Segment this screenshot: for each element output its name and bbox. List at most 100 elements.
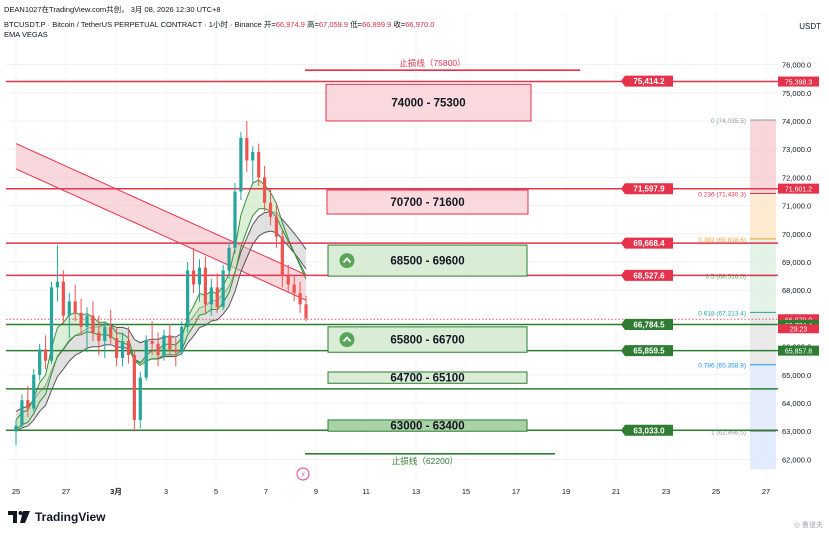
symbol-name: BTCUSDT.P · Bitcoin / TetherUS PERPETUAL… (4, 20, 262, 29)
zone-box (327, 419, 528, 432)
ohlc-high-label: 高= (307, 20, 319, 29)
candle-body (162, 335, 166, 356)
ohlc-open-label: 开= (263, 20, 276, 29)
x-tick-label: 7 (264, 487, 268, 496)
tradingview-icon (8, 511, 30, 523)
x-tick-label: 15 (462, 487, 470, 496)
candle-body (91, 315, 95, 333)
zone-box (327, 326, 528, 353)
axis-price-badge (778, 345, 819, 356)
countdown-badge (778, 324, 819, 334)
ohlc-low-label: 低= (350, 20, 363, 29)
price-tag (621, 345, 673, 357)
y-tick-label: 73,000.0 (782, 145, 811, 154)
arrow-up-icon (339, 332, 355, 348)
ema-green-band-edge (15, 179, 307, 421)
ema-red-band-edge (15, 143, 307, 276)
zone-box (325, 83, 532, 122)
candle-body (43, 349, 48, 361)
ohlc-high: 67,059.9 (318, 20, 349, 29)
y-tick-label: 65,000.0 (782, 371, 811, 380)
arrow-up-icon-glyph (342, 336, 352, 342)
candle-body (156, 343, 160, 356)
price-tag-label: 75,414.2 (633, 77, 665, 86)
candle-body (197, 267, 202, 285)
x-tick-label: 27 (62, 487, 70, 496)
y-tick-label: 68,000.0 (782, 286, 811, 295)
candle-body (97, 332, 101, 341)
fib-label: 0.382 (69,818.6) (698, 237, 746, 244)
zone-label: 63000 - 63400 (390, 421, 464, 433)
ema-gray-band (16, 211, 306, 432)
fib-label: 0.236 (71,430.3) (698, 191, 746, 198)
watermark: ◎ 鲁道夫 (793, 522, 823, 529)
axis-price-badge-label: 75,398.3 (785, 80, 812, 87)
x-tick-label: 17 (512, 487, 520, 496)
stop-line-label: 止损线（75800） (399, 58, 465, 68)
tradingview-logo[interactable]: TradingView (8, 510, 105, 524)
x-tick-label: 25 (712, 487, 720, 496)
axis-price-badge-label: 65,857.8 (785, 349, 812, 356)
fib-band (750, 431, 776, 470)
price-tag-label: 68,527.6 (633, 271, 665, 280)
candle-body (26, 400, 30, 409)
zone-box (326, 189, 529, 215)
candle-body (227, 247, 231, 271)
x-tick-label: 13 (412, 487, 420, 496)
time-axis: 25 27 3月 3 5 7 9 11 13 15 17 19 21 23 25 27 (12, 487, 770, 496)
fib-band (750, 312, 776, 365)
candle-body (38, 349, 42, 375)
candle-body (215, 287, 219, 308)
fib-band (750, 364, 776, 432)
axis-price-badge (778, 183, 819, 194)
candle-body (233, 191, 237, 248)
zone-label: 68500 - 69600 (390, 256, 464, 268)
candle-body (73, 301, 77, 313)
level-tags: 75,414.2 71,597.9 69,668.4 68,527.6 66,784.5… (621, 75, 673, 436)
candle-body (67, 301, 71, 316)
candle-body (268, 202, 273, 217)
x-tick-label: 3月 (110, 487, 122, 496)
x-tick-label: 9 (314, 487, 318, 496)
zone-label: 64700 - 65100 (390, 373, 464, 385)
price-tag-label: 71,597.9 (633, 185, 665, 194)
price-tag-label: 69,668.4 (633, 239, 665, 248)
x-tick-label: 5 (214, 487, 218, 496)
axis-price-badge-label: 71,601.2 (785, 187, 812, 194)
candle-body (168, 335, 172, 350)
brand-name: TradingView (35, 510, 106, 524)
x-tick-label: 27 (762, 487, 770, 496)
ema-red-band-edge (15, 168, 307, 301)
y-tick-label: 64,000.0 (782, 399, 811, 408)
candle-body (257, 152, 261, 178)
event-icon-glyph: ⚡ (301, 471, 306, 479)
zone-label: 65800 - 66700 (390, 335, 464, 347)
candle-body (186, 270, 190, 327)
stop-line-label: 止损线（62200） (392, 456, 458, 466)
candle-body (109, 326, 113, 339)
candle-body (292, 284, 296, 294)
indicator-label[interactable]: EMA VEGAS (4, 30, 48, 39)
candle-body (304, 304, 308, 319)
y-tick-label: 70,000.0 (782, 230, 811, 239)
x-tick-label: 19 (562, 487, 570, 496)
candle-body (209, 287, 213, 305)
fib-label: 0.618 (67,213.4) (698, 310, 746, 317)
candle-body (126, 340, 131, 356)
price-tag (621, 237, 673, 249)
candle-body (14, 425, 18, 432)
fibonacci-levels: 0 (74,035.5) 0.236 (71,430.3) 0.382 (69,81… (698, 118, 776, 470)
zone-boxes: 74000 - 75300 70700 - 71600 68500 - 69600 6… (296, 83, 532, 481)
candle-body (251, 152, 255, 161)
fib-band (750, 238, 776, 276)
y-tick-label: 63,000.0 (782, 427, 811, 436)
axis-price-badge (778, 76, 819, 87)
candle-body (221, 270, 225, 308)
axis-price-badge (778, 314, 819, 325)
zone-box (327, 371, 528, 384)
candle-body (298, 293, 302, 305)
ohlc-close: 66,970.0 (405, 20, 435, 29)
ema-vegas-bands (15, 143, 307, 432)
candle-body (85, 315, 89, 327)
